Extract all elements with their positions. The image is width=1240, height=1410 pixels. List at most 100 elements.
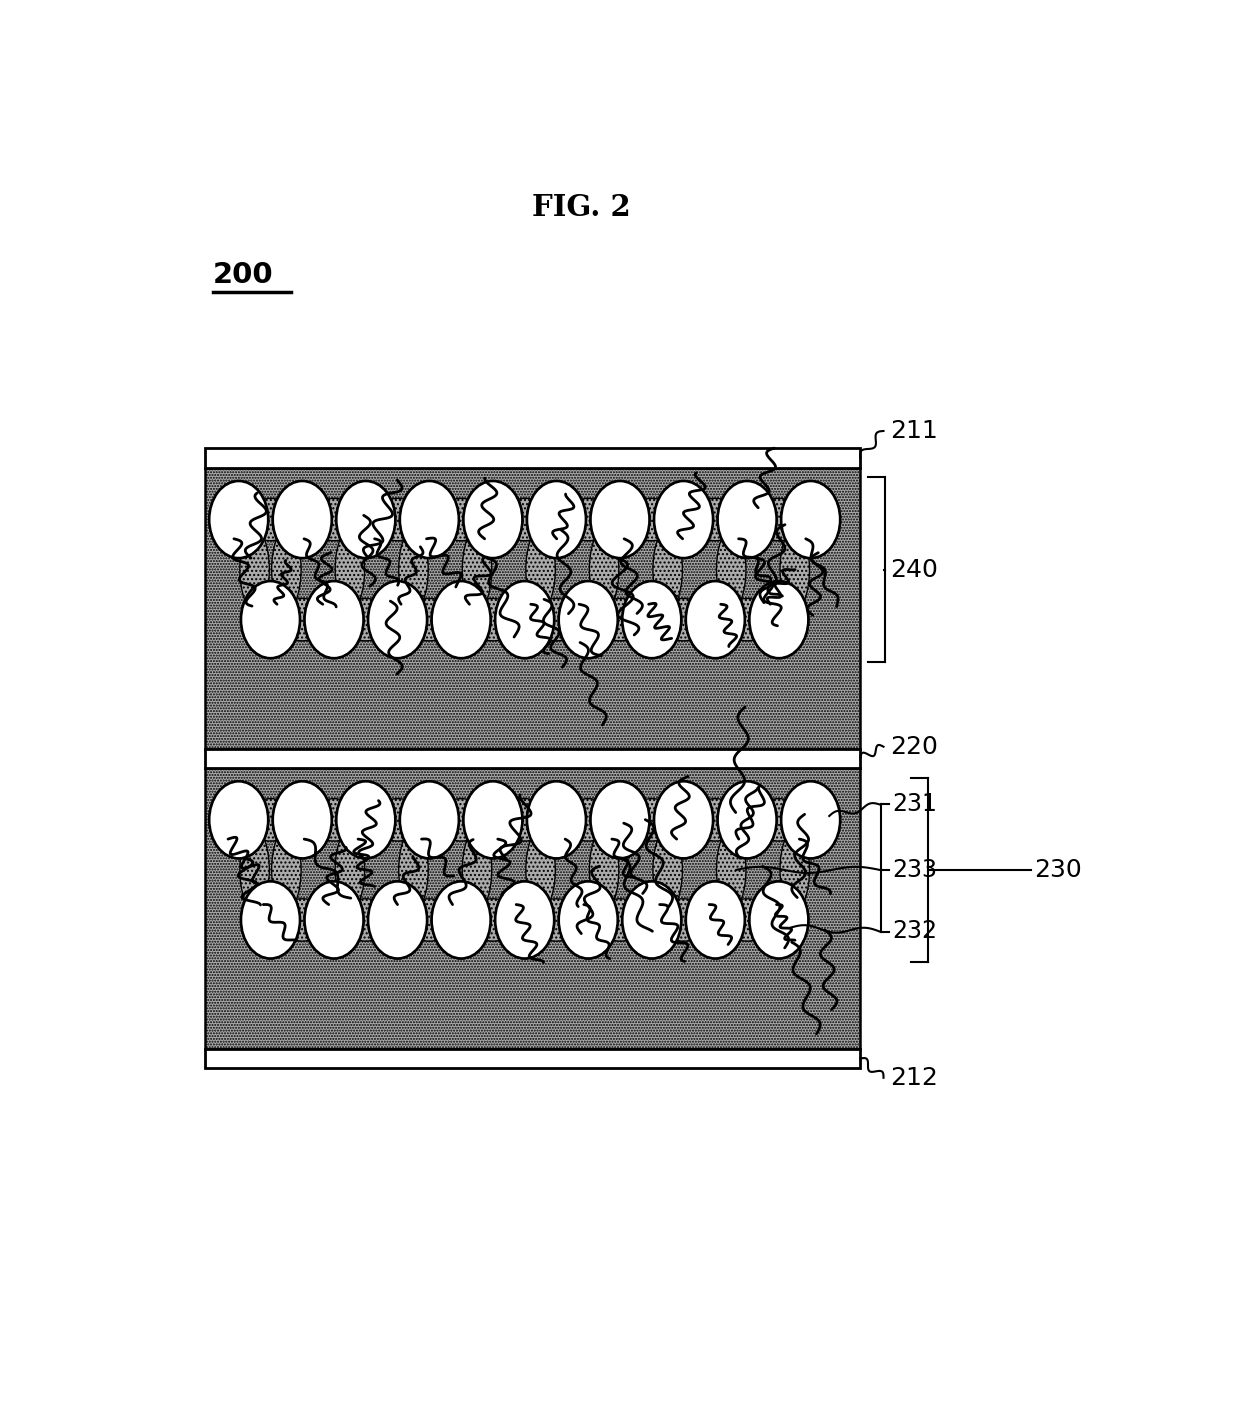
Ellipse shape [529,898,584,940]
Ellipse shape [717,829,746,911]
Ellipse shape [749,881,808,959]
Ellipse shape [686,581,745,658]
Ellipse shape [239,529,269,611]
Ellipse shape [653,829,682,911]
Ellipse shape [241,581,300,658]
Ellipse shape [781,481,841,558]
Ellipse shape [464,781,522,859]
Ellipse shape [368,881,427,959]
Ellipse shape [780,829,810,911]
Ellipse shape [526,829,556,911]
Ellipse shape [590,481,650,558]
Ellipse shape [781,781,841,859]
Ellipse shape [336,481,396,558]
Ellipse shape [306,798,361,840]
Ellipse shape [210,781,268,859]
Text: FIG. 2: FIG. 2 [532,193,631,223]
Ellipse shape [529,598,584,640]
Text: 231: 231 [892,792,937,816]
Ellipse shape [718,481,776,558]
Ellipse shape [305,881,363,959]
Ellipse shape [399,481,459,558]
Ellipse shape [273,781,332,859]
Text: 220: 220 [890,735,937,759]
Ellipse shape [336,781,396,859]
Ellipse shape [686,881,745,959]
Ellipse shape [560,498,615,540]
Ellipse shape [495,881,554,959]
Ellipse shape [622,581,681,658]
Ellipse shape [399,481,459,558]
Ellipse shape [688,798,743,840]
Ellipse shape [243,498,298,540]
Ellipse shape [718,481,776,558]
Ellipse shape [273,481,332,558]
Ellipse shape [305,581,363,658]
Ellipse shape [465,898,521,940]
Ellipse shape [241,581,300,658]
Ellipse shape [243,798,298,840]
Ellipse shape [434,498,489,540]
Ellipse shape [497,498,552,540]
Ellipse shape [625,498,680,540]
Ellipse shape [402,898,456,940]
Ellipse shape [527,481,587,558]
Ellipse shape [749,881,808,959]
Ellipse shape [589,529,619,611]
Ellipse shape [718,781,776,859]
Ellipse shape [655,481,713,558]
Ellipse shape [655,781,713,859]
Ellipse shape [399,781,459,859]
Ellipse shape [656,898,711,940]
Ellipse shape [432,581,491,658]
Ellipse shape [335,529,365,611]
Ellipse shape [210,781,268,859]
Bar [206,768,861,1049]
Ellipse shape [368,581,427,658]
Ellipse shape [719,598,775,640]
Ellipse shape [559,581,618,658]
Ellipse shape [622,881,681,959]
Ellipse shape [717,529,746,611]
Ellipse shape [336,781,396,859]
Ellipse shape [655,781,713,859]
Ellipse shape [526,529,556,611]
Ellipse shape [210,481,268,558]
Ellipse shape [781,781,841,859]
Bar [206,468,861,749]
Ellipse shape [432,881,491,959]
Ellipse shape [464,481,522,558]
Ellipse shape [335,829,365,911]
Bar [206,1049,861,1069]
Ellipse shape [656,598,711,640]
Ellipse shape [495,881,554,959]
Ellipse shape [559,581,618,658]
Ellipse shape [495,581,554,658]
Text: 230: 230 [1034,857,1083,881]
Ellipse shape [402,598,456,640]
Text: 211: 211 [890,419,937,443]
Ellipse shape [275,598,330,640]
Ellipse shape [273,781,332,859]
Ellipse shape [463,529,492,611]
Ellipse shape [527,481,587,558]
Ellipse shape [719,898,775,940]
Bar [206,749,861,768]
Ellipse shape [560,798,615,840]
Ellipse shape [241,881,300,959]
Ellipse shape [625,798,680,840]
Ellipse shape [465,598,521,640]
Ellipse shape [751,498,806,540]
Ellipse shape [399,829,428,911]
Ellipse shape [593,898,647,940]
Ellipse shape [622,581,681,658]
Ellipse shape [780,529,810,611]
Ellipse shape [305,881,363,959]
Ellipse shape [305,581,363,658]
Ellipse shape [622,881,681,959]
Ellipse shape [590,781,650,859]
Ellipse shape [399,781,459,859]
Ellipse shape [463,829,492,911]
Ellipse shape [749,581,808,658]
Ellipse shape [718,781,776,859]
